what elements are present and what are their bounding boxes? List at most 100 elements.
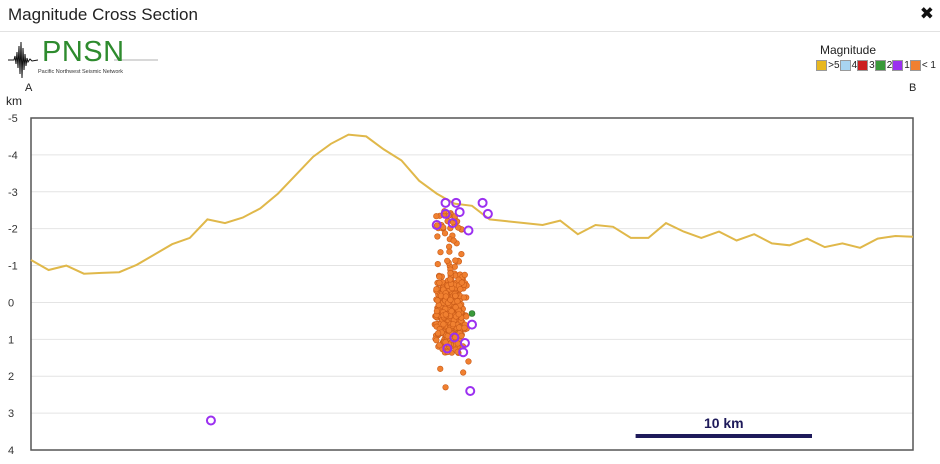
quake-point-m1 — [454, 207, 465, 218]
quake-point-m1 — [459, 338, 470, 349]
y-tick-label: -3 — [8, 187, 18, 199]
legend-label: 3 — [869, 60, 875, 71]
y-tick-label: 2 — [8, 371, 14, 383]
quake-point-m1 — [205, 415, 216, 426]
quake-point-lt1 — [436, 273, 443, 280]
quake-point-m1 — [477, 197, 488, 208]
quake-point-lt1 — [435, 330, 442, 337]
quake-point-m1 — [431, 219, 442, 230]
window-titlebar: Magnitude Cross Section ✖ — [0, 0, 940, 32]
quake-point-lt1 — [442, 293, 450, 300]
quake-point-lt1 — [433, 286, 440, 293]
quake-point-lt1 — [460, 294, 468, 301]
quake-point-lt1 — [444, 257, 451, 264]
legend-item-gt5: >5 — [816, 60, 840, 71]
quake-point-lt1 — [447, 270, 454, 277]
quake-point-lt1 — [440, 321, 447, 328]
y-tick-label: 3 — [8, 408, 14, 420]
legend-item-3: 3 — [857, 60, 875, 71]
y-tick-label: -1 — [8, 261, 18, 273]
legend-swatch — [839, 60, 851, 71]
quake-point-lt1 — [455, 311, 462, 318]
quake-point-lt1 — [456, 324, 463, 331]
quake-point-lt1 — [452, 257, 459, 264]
y-tick-label: 4 — [8, 445, 14, 457]
legend-swatch — [857, 60, 869, 71]
seismogram-icon — [8, 41, 38, 79]
legend-label: < 1 — [921, 60, 936, 71]
quake-point-lt1 — [452, 292, 459, 300]
close-icon[interactable]: ✖ — [919, 4, 934, 24]
quake-point-m1 — [463, 225, 474, 236]
quake-point-lt1 — [455, 224, 462, 231]
topography-line — [30, 133, 914, 275]
legend-label: 1 — [904, 60, 910, 71]
quake-point-lt1 — [457, 286, 464, 293]
quake-point-lt1 — [442, 311, 449, 318]
legend-item-1: 1 — [892, 60, 910, 71]
quake-point-lt1 — [434, 261, 441, 268]
legend-swatch — [874, 60, 886, 71]
section-start-label: A — [25, 82, 33, 94]
y-axis-unit: km — [6, 94, 22, 108]
quake-point-m1 — [467, 319, 477, 330]
quake-point-m1 — [440, 197, 451, 208]
quake-point-lt1 — [445, 327, 453, 334]
quake-point-lt1 — [434, 297, 441, 304]
pnsn-logo: PNSN Pacific Northwest Seismic Network — [8, 36, 160, 82]
legend-swatch — [892, 60, 904, 71]
quake-point-lt1 — [450, 321, 457, 328]
quake-point-lt1 — [465, 358, 472, 365]
legend-swatch — [909, 60, 921, 71]
y-tick-label: -4 — [8, 150, 18, 162]
magnitude-legend: Magnitude >5 4 3 2 1 < 1 — [802, 43, 936, 77]
scale-bar-label: 10 km — [704, 415, 744, 431]
quake-point-lt1 — [436, 342, 443, 349]
legend-swatch — [816, 60, 828, 71]
quake-point-lt1 — [434, 233, 441, 240]
quake-point-m1 — [451, 197, 462, 208]
quake-point-lt1 — [447, 296, 454, 304]
section-end-label: B — [909, 82, 917, 94]
quake-point-lt1 — [446, 248, 453, 255]
legend-items: >5 4 3 2 1 < 1 — [816, 60, 936, 71]
quake-point-lt1 — [454, 298, 461, 305]
legend-item-2: 2 — [874, 60, 893, 71]
quake-point-lt1 — [436, 279, 443, 287]
quake-point-lt1 — [452, 304, 459, 311]
quake-point-lt1 — [437, 365, 444, 372]
quake-point-lt1 — [442, 384, 449, 391]
y-tick-label: -2 — [8, 224, 18, 236]
legend-label: 2 — [886, 60, 893, 71]
quake-point-lt1 — [458, 251, 465, 258]
quake-point-lt1 — [450, 237, 457, 244]
quake-point-lt1 — [433, 337, 440, 344]
quake-point-m1 — [449, 332, 460, 343]
quake-point-lt1 — [447, 276, 454, 283]
legend-title: Magnitude — [819, 43, 876, 57]
quake-point-m1 — [442, 343, 453, 354]
legend-label: 4 — [851, 60, 858, 71]
plot-frame — [30, 117, 914, 451]
logo-subtitle: Pacific Northwest Seismic Network — [38, 69, 123, 75]
y-tick-label: 0 — [8, 297, 14, 309]
legend-item-lt1: < 1 — [909, 60, 936, 71]
quake-point-m1 — [482, 208, 493, 219]
quake-point-m1 — [447, 218, 458, 229]
logo-trace — [114, 59, 158, 61]
quake-point-m2 — [468, 310, 476, 317]
quake-point-lt1 — [433, 308, 441, 315]
quake-point-m1 — [440, 208, 451, 219]
legend-item-4: 4 — [839, 60, 858, 71]
y-tick-label: 1 — [8, 334, 14, 346]
quake-point-lt1 — [461, 271, 468, 279]
quake-point-lt1 — [441, 230, 449, 237]
quake-point-lt1 — [437, 249, 444, 256]
logo-text: PNSN — [42, 36, 125, 68]
quake-point-lt1 — [463, 313, 470, 320]
quake-point-lt1 — [448, 308, 455, 315]
quake-point-lt1 — [461, 324, 468, 331]
quake-point-lt1 — [458, 332, 465, 340]
quake-point-lt1 — [458, 279, 465, 286]
